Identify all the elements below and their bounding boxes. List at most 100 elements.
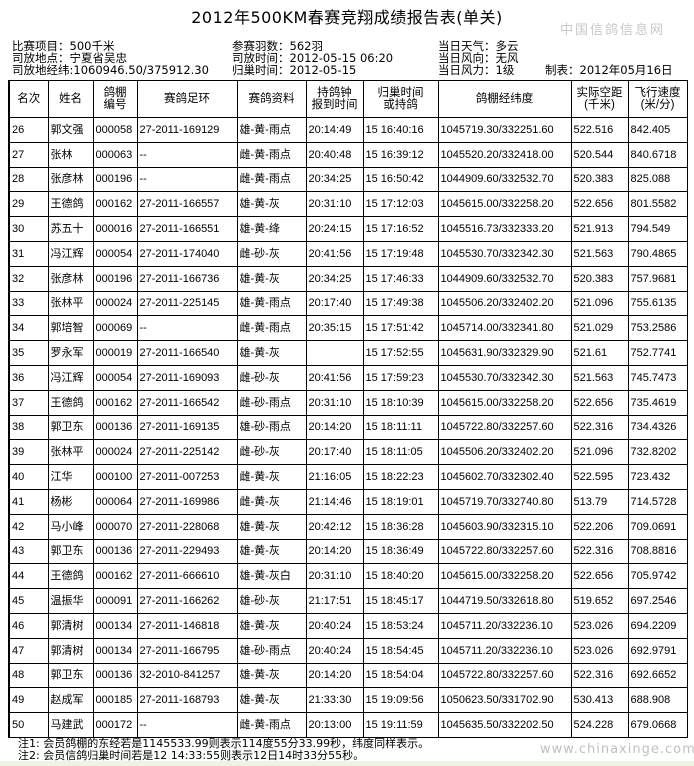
- table-cell: 杨彬: [47, 488, 94, 515]
- watermark-url: www.chinaxinge.com: [540, 742, 694, 757]
- table-cell: 雄-黄-灰: [236, 191, 307, 218]
- column-header: 归巢时间 或持鸽: [362, 80, 439, 118]
- table-cell: 28: [8, 166, 49, 193]
- table-cell: 000134: [92, 612, 138, 639]
- table-cell: 000172: [92, 712, 138, 738]
- table-cell: 27-2011-166542: [136, 389, 238, 416]
- table-cell: 27-2011-666610: [136, 563, 238, 590]
- table-cell: 42: [8, 513, 49, 540]
- table-cell: 20:17:40: [305, 290, 364, 317]
- table-cell: 郭卫东: [47, 662, 94, 689]
- table-row: 32 张彦林 000196 27-2011-166736 雄-黄-灰 20:34:25 15…: [8, 265, 688, 292]
- table-cell: 雌-砂-灰: [236, 439, 307, 466]
- table-cell: 27-2011-146818: [136, 612, 238, 639]
- table-cell: 1045631.90/332329.90: [437, 340, 572, 366]
- table-cell: --: [136, 166, 238, 193]
- table-cell: 雄-黄-灰: [236, 687, 307, 714]
- table-cell: 842.405: [627, 117, 688, 143]
- table-cell: 790.4865: [627, 240, 688, 267]
- table-cell: 705.9742: [627, 563, 688, 590]
- table-cell: 679.0668: [627, 712, 688, 738]
- table-cell: 15 18:40:20: [362, 563, 439, 590]
- table-cell: 000069: [92, 315, 138, 342]
- table-cell: 雌-砂-灰: [236, 364, 307, 391]
- table-cell: 郭培智: [47, 315, 94, 342]
- table-row: 46 郭清树 000134 27-2011-146818 雄-黄-灰 20:40:24 15…: [8, 612, 688, 639]
- table-cell: 马建武: [47, 712, 94, 738]
- table-cell: 520.544: [570, 141, 629, 168]
- table-row: 34 郭培智 000069 -- 雌-黄-雨点 20:35:15 15 17:51:42 10…: [8, 315, 688, 342]
- table-cell: 雄-黄-灰白: [236, 563, 307, 590]
- table-cell: 27-2011-229493: [136, 538, 238, 565]
- table-cell: 49: [8, 687, 49, 714]
- table-cell: 20:42:12: [305, 513, 364, 540]
- table-row: 42 马小峰 000070 27-2011-228068 雄-黄-灰 20:42:12 15…: [8, 513, 688, 540]
- table-cell: 1045722.80/332257.60: [437, 414, 572, 441]
- table-row: 40 江华 000100 27-2011-007253 雌-黄-灰 21:16:05 15 …: [8, 464, 688, 490]
- table-cell: 20:14:20: [305, 662, 364, 689]
- table-cell: 27-2011-166557: [136, 191, 238, 218]
- table-cell: 521.096: [570, 439, 629, 466]
- table-cell: 522.656: [570, 191, 629, 218]
- table-cell: 雌-黄-灰: [236, 488, 307, 515]
- table-cell: 522.656: [570, 563, 629, 590]
- table-cell: 000024: [92, 290, 138, 317]
- table-row: 48 郭卫东 000136 32-2010-841257 雄-黄-灰 20:14:20 15…: [8, 662, 688, 689]
- table-cell: 15 18:54:45: [362, 637, 439, 664]
- table-cell: 000064: [92, 488, 138, 515]
- table-cell: 15 19:09:56: [362, 687, 439, 714]
- table-cell: 雄-黄-灰: [236, 612, 307, 639]
- table-cell: 15 18:19:01: [362, 488, 439, 515]
- table-cell: 雄-黄-绛: [236, 216, 307, 242]
- table-cell: 32-2010-841257: [136, 662, 238, 689]
- table-cell: 雌-砂-雨点: [236, 389, 307, 416]
- table-cell: 694.2209: [627, 612, 688, 639]
- column-header: 姓名: [47, 80, 94, 118]
- table-cell: 521.096: [570, 290, 629, 317]
- entries: 参赛羽数：562羽: [232, 39, 323, 53]
- table-cell: 000136: [92, 414, 138, 441]
- table-cell: 523.026: [570, 612, 629, 639]
- table-cell: 20:41:56: [305, 364, 364, 391]
- table-cell: 27-2011-166795: [136, 637, 238, 664]
- table-cell: 雄-黄-雨点: [236, 117, 307, 143]
- table-cell: 35: [8, 340, 49, 366]
- meta-mid: 参赛羽数：562羽 司放时间：2012-05-15 06:20 归巢时间：201…: [232, 40, 393, 76]
- table-cell: 27-2011-169129: [136, 117, 238, 143]
- table-cell: 张林: [47, 141, 94, 168]
- table-cell: 雄-砂-雨点: [236, 414, 307, 441]
- table-cell: 15 18:36:49: [362, 538, 439, 565]
- table-cell: 1045635.50/332202.50: [437, 712, 572, 738]
- return-time: 归巢时间：2012-05-15: [232, 63, 357, 77]
- table-cell: 王德鸽: [47, 563, 94, 590]
- table-cell: 522.206: [570, 513, 629, 540]
- table-cell: 825.088: [627, 166, 688, 193]
- table-cell: 21:17:51: [305, 588, 364, 614]
- table-cell: 15 18:53:24: [362, 612, 439, 639]
- table-cell: 15 17:19:48: [362, 240, 439, 267]
- table-cell: 000162: [92, 563, 138, 590]
- table-cell: 31: [8, 240, 49, 267]
- release-coords: 司放地经纬:1060946.50/375912.30: [12, 63, 209, 77]
- table-cell: [305, 340, 364, 366]
- table-cell: 1045520.20/332418.00: [437, 141, 572, 168]
- table-row: 47 郭清树 000134 27-2011-166795 雄-砂-雨点 20:40:24 1…: [8, 637, 688, 664]
- table-cell: 20:34:25: [305, 265, 364, 292]
- bottom-strip: [0, 761, 694, 766]
- table-cell: 15 18:36:28: [362, 513, 439, 540]
- table-cell: 513.79: [570, 488, 629, 515]
- results-table: 名次 姓名 鸽棚 编号 赛鸽足环 赛鸽资料 持鸽钟 报到时间 归巢时间 或持鸽 鸽棚经纬度 实际空距(…: [8, 80, 688, 738]
- table-cell: 520.383: [570, 166, 629, 193]
- table-cell: 000054: [92, 240, 138, 267]
- table-cell: 21:16:05: [305, 464, 364, 490]
- meta-right: 当日天气：多云 当日风向：无风 当日风力：1级: [438, 40, 519, 76]
- table-cell: 29: [8, 191, 49, 218]
- table-cell: 522.316: [570, 414, 629, 441]
- table-cell: 1045615.00/332258.20: [437, 563, 572, 590]
- table-cell: 雄-砂-灰: [236, 588, 307, 614]
- table-cell: 732.8202: [627, 439, 688, 466]
- table-cell: 郭清树: [47, 637, 94, 664]
- table-cell: 794.549: [627, 216, 688, 242]
- table-cell: 34: [8, 315, 49, 342]
- table-cell: 753.2586: [627, 315, 688, 342]
